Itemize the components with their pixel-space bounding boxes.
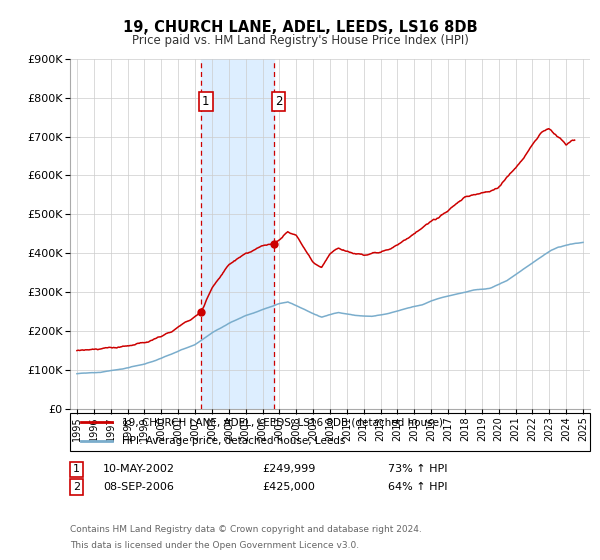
Text: 19, CHURCH LANE, ADEL, LEEDS, LS16 8DB (detached house): 19, CHURCH LANE, ADEL, LEEDS, LS16 8DB (… (122, 417, 443, 427)
Text: Price paid vs. HM Land Registry's House Price Index (HPI): Price paid vs. HM Land Registry's House … (131, 34, 469, 46)
Text: 1: 1 (73, 464, 80, 474)
Text: This data is licensed under the Open Government Licence v3.0.: This data is licensed under the Open Gov… (70, 542, 359, 550)
Text: £425,000: £425,000 (262, 482, 315, 492)
Text: 2: 2 (275, 95, 283, 108)
Text: 2: 2 (73, 482, 80, 492)
Text: Contains HM Land Registry data © Crown copyright and database right 2024.: Contains HM Land Registry data © Crown c… (70, 525, 422, 534)
Text: 73% ↑ HPI: 73% ↑ HPI (388, 464, 448, 474)
Text: 10-MAY-2002: 10-MAY-2002 (103, 464, 175, 474)
Text: 1: 1 (202, 95, 209, 108)
Text: 64% ↑ HPI: 64% ↑ HPI (388, 482, 448, 492)
Text: 19, CHURCH LANE, ADEL, LEEDS, LS16 8DB: 19, CHURCH LANE, ADEL, LEEDS, LS16 8DB (122, 20, 478, 35)
Bar (201, 59, 274, 409)
Text: 08-SEP-2006: 08-SEP-2006 (103, 482, 174, 492)
Text: HPI: Average price, detached house, Leeds: HPI: Average price, detached house, Leed… (122, 436, 346, 446)
Text: £249,999: £249,999 (262, 464, 316, 474)
